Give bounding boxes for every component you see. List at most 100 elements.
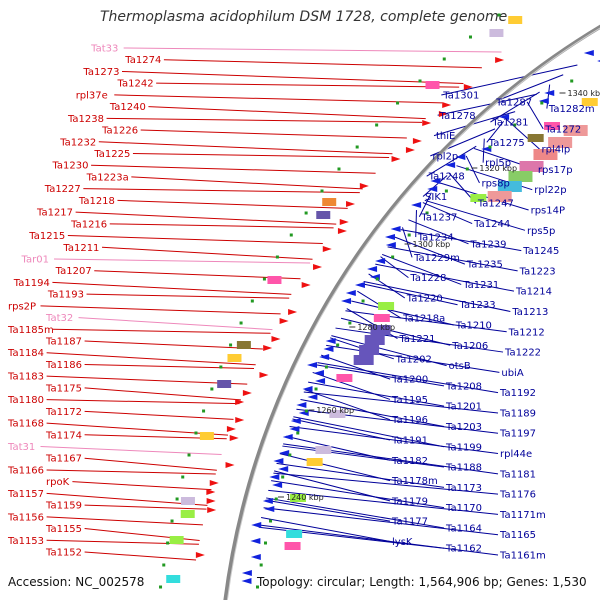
gene-label-forward: Ta1174 (45, 430, 82, 441)
tick-dot (348, 321, 352, 325)
kbp-marker-label: 1240 kbp (286, 493, 324, 502)
rrna-band-block (533, 149, 558, 160)
reverse-gene-arrow (411, 202, 422, 208)
leader-line (261, 516, 391, 542)
leader-line (156, 82, 460, 88)
gene-label-reverse: ubiA (501, 368, 523, 379)
gene-label-reverse: Ta1220 (406, 293, 443, 304)
gene-label-forward: Tar01 (21, 254, 49, 265)
leader-line (78, 317, 273, 331)
leader-line (505, 118, 540, 150)
leader-line (394, 236, 466, 265)
forward-gene-arrow (259, 372, 269, 378)
gene-label-reverse: Ta1177 (391, 517, 428, 528)
forward-gene-arrow (412, 138, 422, 144)
gene-label-forward: Ta1226 (101, 126, 138, 137)
leader-line (84, 457, 217, 471)
leader-line (422, 202, 473, 224)
tick-dot (468, 35, 472, 39)
inner-feature-block (470, 194, 487, 202)
gene-label-reverse: rpl4lp (542, 145, 571, 156)
gene-label-forward: Ta1166 (7, 465, 44, 476)
gene-label-forward: Ta1186 (45, 360, 82, 371)
leader-line (387, 246, 518, 272)
leader-line (271, 480, 445, 509)
reverse-gene-arrow (250, 554, 261, 560)
gene-label-forward: Ta1230 (51, 161, 88, 172)
gene-label-forward: rps2P (8, 301, 36, 312)
gene-label-reverse: Ta1203 (445, 422, 482, 433)
gene-label-reverse: Ta1162 (445, 544, 482, 555)
gene-cluster-block (370, 325, 391, 335)
outer-feature-block (166, 575, 181, 583)
gene-label-reverse: Ta1178m (391, 476, 438, 487)
reverse-gene-arrow (455, 154, 466, 160)
tick-dot (337, 167, 341, 171)
forward-gene-arrow (242, 390, 252, 396)
tick-dot (396, 101, 400, 105)
gene-label-reverse: Ta1233 (459, 300, 496, 311)
leader-line (482, 138, 485, 163)
leader-line (282, 445, 445, 468)
gene-label-reverse: Ta1281 (491, 118, 528, 129)
tick-dot (229, 343, 233, 347)
tick-dot (159, 585, 163, 589)
gene-label-forward: Ta1242 (117, 79, 154, 90)
leader-line (117, 199, 348, 209)
leader-line (433, 111, 516, 137)
tick-dot (497, 13, 501, 17)
gene-label-reverse: Ta1195 (391, 395, 428, 406)
inner-feature-block (286, 530, 303, 538)
gene-label-reverse: Ta1214 (515, 287, 552, 298)
tick-dot (304, 211, 308, 215)
gene-label-reverse: Ta1188 (445, 463, 482, 474)
reverse-gene-arrow (241, 578, 252, 584)
tick-dot (194, 431, 198, 435)
gene-cluster-block (359, 345, 380, 355)
gene-label-reverse: Ta1171m (499, 510, 546, 521)
gene-label-forward: Ta1155 (45, 524, 82, 535)
tick-dot (513, 123, 517, 127)
rrna-band-block (563, 125, 588, 136)
gene-label-reverse: rps14P (531, 206, 565, 217)
reverse-gene-arrow (597, 60, 600, 62)
forward-gene-arrow (442, 102, 452, 108)
tick-dot (210, 387, 214, 391)
gene-label-reverse: SIK1 (425, 192, 447, 203)
leader-line (304, 389, 391, 421)
leader-line (312, 371, 391, 400)
inner-feature-block (315, 446, 332, 454)
leader-line (94, 270, 301, 280)
leader-line (351, 300, 455, 326)
tick-dot (488, 145, 492, 149)
leader-line (375, 263, 515, 292)
tick-dot (289, 233, 293, 237)
inner-feature-block (581, 98, 598, 106)
gene-label-forward: Ta1157 (7, 489, 44, 500)
forward-gene-arrow (322, 246, 332, 252)
leader-line (52, 328, 271, 334)
tick-dot (162, 563, 166, 567)
outer-feature-block (489, 29, 504, 37)
tick-dot (281, 475, 285, 479)
tick-dot (305, 409, 309, 413)
reverse-gene-arrow (251, 522, 262, 528)
leader-line (316, 364, 445, 387)
leader-line (426, 145, 477, 177)
tick-dot (259, 563, 263, 567)
reverse-gene-arrow (544, 90, 555, 96)
leader-line (400, 229, 522, 252)
leader-line (335, 327, 504, 353)
leader-line (273, 472, 499, 495)
leader-line (91, 164, 376, 174)
tick-dot (540, 101, 544, 105)
leader-line (441, 64, 578, 96)
tick-dot (175, 497, 179, 501)
leader-line (109, 223, 334, 229)
leader-line (437, 93, 537, 116)
leader-line (292, 418, 391, 441)
forward-gene-arrow (226, 426, 236, 432)
gene-label-reverse: Ta1181 (499, 469, 536, 480)
